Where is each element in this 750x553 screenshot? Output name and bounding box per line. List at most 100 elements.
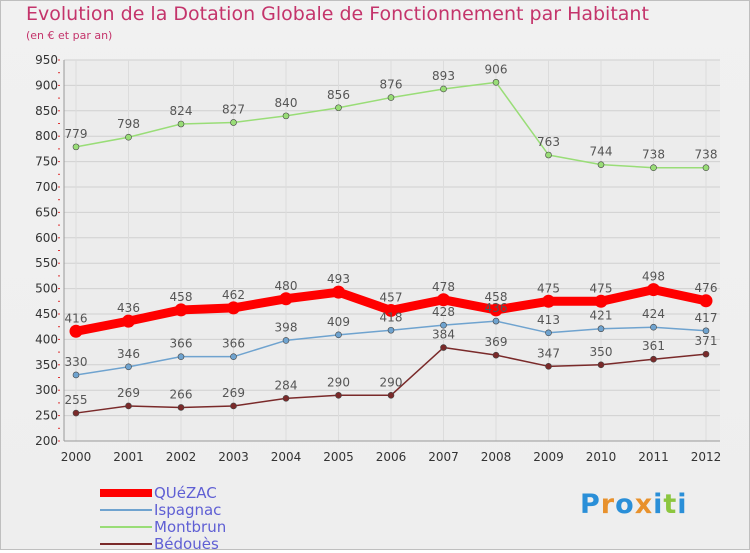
data-point bbox=[492, 79, 500, 86]
data-label: 417 bbox=[695, 311, 718, 325]
data-label: 827 bbox=[222, 102, 245, 116]
data-point bbox=[230, 402, 237, 410]
data-label: 738 bbox=[642, 148, 665, 162]
data-label: 436 bbox=[485, 301, 508, 315]
x-tick-label: 2011 bbox=[638, 450, 669, 464]
data-point bbox=[335, 391, 342, 399]
data-point bbox=[122, 314, 135, 328]
data-point bbox=[702, 350, 710, 358]
data-point bbox=[279, 292, 293, 306]
data-label: 361 bbox=[642, 339, 665, 353]
data-point bbox=[597, 325, 605, 333]
data-label: 409 bbox=[327, 315, 350, 329]
data-label: 384 bbox=[432, 328, 455, 342]
data-label: 369 bbox=[485, 335, 508, 349]
data-point bbox=[230, 353, 237, 360]
data-label: 366 bbox=[222, 337, 245, 351]
data-label: 269 bbox=[222, 386, 245, 400]
chart-title: Evolution de la Dotation Globale de Fonc… bbox=[26, 3, 649, 25]
data-point bbox=[177, 120, 185, 128]
y-tick-label: 450 bbox=[35, 307, 58, 321]
y-tick-label: 650 bbox=[35, 205, 58, 219]
y-tick-label: 550 bbox=[35, 256, 58, 270]
data-point bbox=[335, 331, 342, 339]
data-label: 744 bbox=[590, 145, 613, 159]
data-point bbox=[594, 294, 608, 308]
data-point bbox=[125, 363, 132, 371]
data-point bbox=[387, 391, 395, 399]
data-label: 330 bbox=[65, 355, 88, 369]
data-point bbox=[545, 151, 552, 159]
data-point bbox=[542, 294, 555, 308]
data-label: 763 bbox=[537, 135, 560, 149]
data-point bbox=[597, 161, 605, 168]
data-label: 462 bbox=[222, 288, 245, 302]
y-tick-label: 250 bbox=[35, 409, 58, 423]
data-label: 738 bbox=[695, 148, 718, 162]
plot-area bbox=[64, 60, 720, 441]
x-tick-label: 2000 bbox=[61, 450, 92, 464]
data-label: 876 bbox=[380, 78, 403, 92]
x-tick-label: 2002 bbox=[166, 450, 197, 464]
data-label: 436 bbox=[117, 301, 140, 315]
x-tick-label: 2004 bbox=[271, 450, 302, 464]
legend-swatch-montbrun bbox=[100, 525, 152, 528]
data-label: 266 bbox=[170, 387, 193, 401]
data-point bbox=[177, 404, 185, 411]
legend-swatch-ispagnac bbox=[100, 508, 152, 511]
data-label: 418 bbox=[380, 310, 403, 324]
data-point bbox=[702, 164, 710, 171]
data-label: 475 bbox=[590, 281, 613, 295]
data-label: 290 bbox=[380, 375, 403, 389]
data-point bbox=[387, 94, 395, 101]
data-point bbox=[437, 293, 450, 307]
data-label: 480 bbox=[275, 279, 298, 293]
data-point bbox=[174, 303, 188, 317]
data-point bbox=[72, 371, 80, 379]
x-tick-label: 2008 bbox=[481, 450, 512, 464]
data-label: 906 bbox=[485, 62, 508, 76]
legend-label-quezac: QUéZAC bbox=[154, 483, 217, 502]
data-label: 398 bbox=[275, 320, 298, 334]
legend-label-bedoues: Bédouès bbox=[154, 534, 219, 553]
data-label: 284 bbox=[275, 378, 298, 392]
data-point bbox=[177, 353, 185, 360]
x-tick-label: 2001 bbox=[113, 450, 144, 464]
logo-letter: r bbox=[600, 489, 616, 520]
data-point bbox=[230, 119, 237, 126]
data-point bbox=[440, 344, 447, 351]
y-tick-label: 300 bbox=[35, 383, 58, 397]
x-tick-label: 2003 bbox=[218, 450, 249, 464]
legend-label-ispagnac: Ispagnac bbox=[154, 500, 222, 519]
data-point bbox=[69, 324, 83, 338]
data-point bbox=[702, 327, 710, 335]
y-tick-label: 850 bbox=[35, 104, 58, 118]
legend-label-montbrun: Montbrun bbox=[154, 517, 227, 536]
data-point bbox=[597, 361, 605, 369]
data-point bbox=[282, 337, 290, 344]
data-label: 290 bbox=[327, 375, 350, 389]
x-tick-label: 2007 bbox=[428, 450, 459, 464]
legend-item-quezac: QUéZAC bbox=[100, 484, 226, 501]
data-point bbox=[699, 294, 713, 308]
x-tick-label: 2010 bbox=[586, 450, 617, 464]
logo-letter: t bbox=[663, 489, 678, 520]
data-point bbox=[282, 112, 290, 120]
y-tick-label: 350 bbox=[35, 358, 58, 372]
data-point bbox=[650, 355, 657, 363]
y-tick-label: 750 bbox=[35, 155, 58, 169]
data-label: 856 bbox=[327, 88, 350, 102]
legend-item-bedoues: Bédouès bbox=[100, 535, 226, 552]
x-tick-label: 2006 bbox=[376, 450, 407, 464]
y-tick-label: 400 bbox=[35, 332, 58, 346]
data-label: 347 bbox=[537, 346, 560, 360]
data-point bbox=[489, 303, 503, 317]
data-point bbox=[282, 395, 290, 402]
legend-item-ispagnac: Ispagnac bbox=[100, 501, 226, 518]
data-label: 458 bbox=[485, 290, 508, 304]
data-point bbox=[650, 164, 657, 171]
data-label: 255 bbox=[65, 393, 88, 407]
data-label: 424 bbox=[642, 307, 665, 321]
logo-letter: i bbox=[677, 489, 688, 520]
x-tick-label: 2005 bbox=[323, 450, 354, 464]
